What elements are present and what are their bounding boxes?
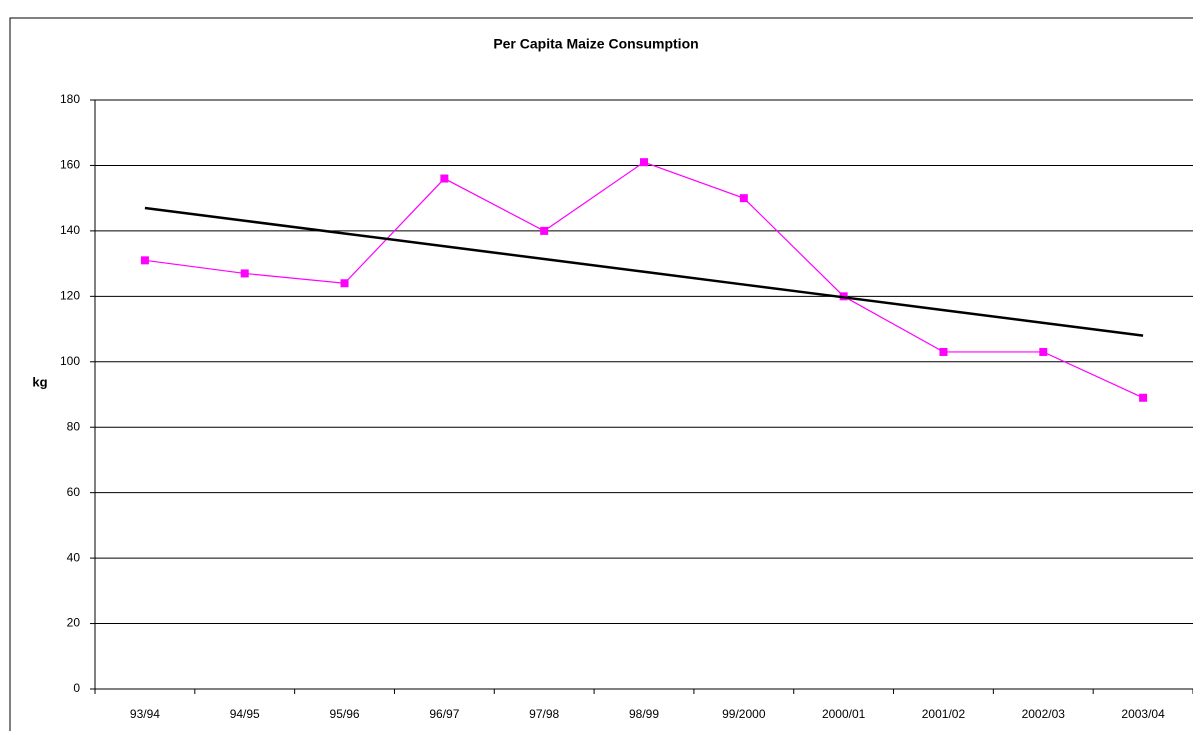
point-marker bbox=[340, 279, 349, 288]
point-marker bbox=[640, 158, 648, 167]
x-tick-label: 98/99 bbox=[629, 707, 659, 721]
y-tick-label: 0 bbox=[73, 681, 80, 695]
x-tick-label: 95/96 bbox=[330, 707, 360, 721]
point-marker bbox=[540, 226, 549, 235]
point-marker bbox=[1039, 347, 1048, 356]
point-marker bbox=[240, 269, 249, 278]
point-marker bbox=[939, 347, 948, 356]
chart-title: Per Capita Maize Consumption bbox=[493, 36, 698, 52]
x-tick-label: 96/97 bbox=[429, 707, 459, 721]
y-tick-label: 20 bbox=[67, 616, 81, 630]
y-tick-label: 140 bbox=[60, 223, 80, 237]
chart-frame bbox=[9, 17, 1193, 731]
point-marker bbox=[739, 194, 748, 203]
x-tick-label: 2002/03 bbox=[1022, 707, 1066, 721]
x-tick-label: 99/2000 bbox=[722, 707, 766, 721]
point-marker bbox=[1139, 393, 1148, 402]
y-tick-label: 60 bbox=[67, 485, 81, 499]
y-tick-label: 40 bbox=[67, 550, 81, 564]
point-marker bbox=[440, 174, 449, 183]
y-tick-label: 80 bbox=[67, 419, 81, 433]
y-tick-label: 160 bbox=[60, 158, 80, 172]
y-tick-label: 100 bbox=[60, 354, 80, 368]
series-line bbox=[144, 206, 1144, 337]
y-tick-label: 120 bbox=[60, 289, 80, 303]
x-tick-label: 2000/01 bbox=[822, 707, 866, 721]
x-tick-label: 93/94 bbox=[130, 707, 160, 721]
y-tick-label: 180 bbox=[60, 92, 80, 106]
x-tick-label: 2003/04 bbox=[1121, 707, 1165, 721]
y-axis-label: kg bbox=[32, 374, 47, 389]
x-tick-label: 94/95 bbox=[230, 707, 260, 721]
x-tick-label: 97/98 bbox=[529, 707, 559, 721]
x-tick-label: 2001/02 bbox=[922, 707, 966, 721]
point-marker bbox=[140, 256, 149, 265]
